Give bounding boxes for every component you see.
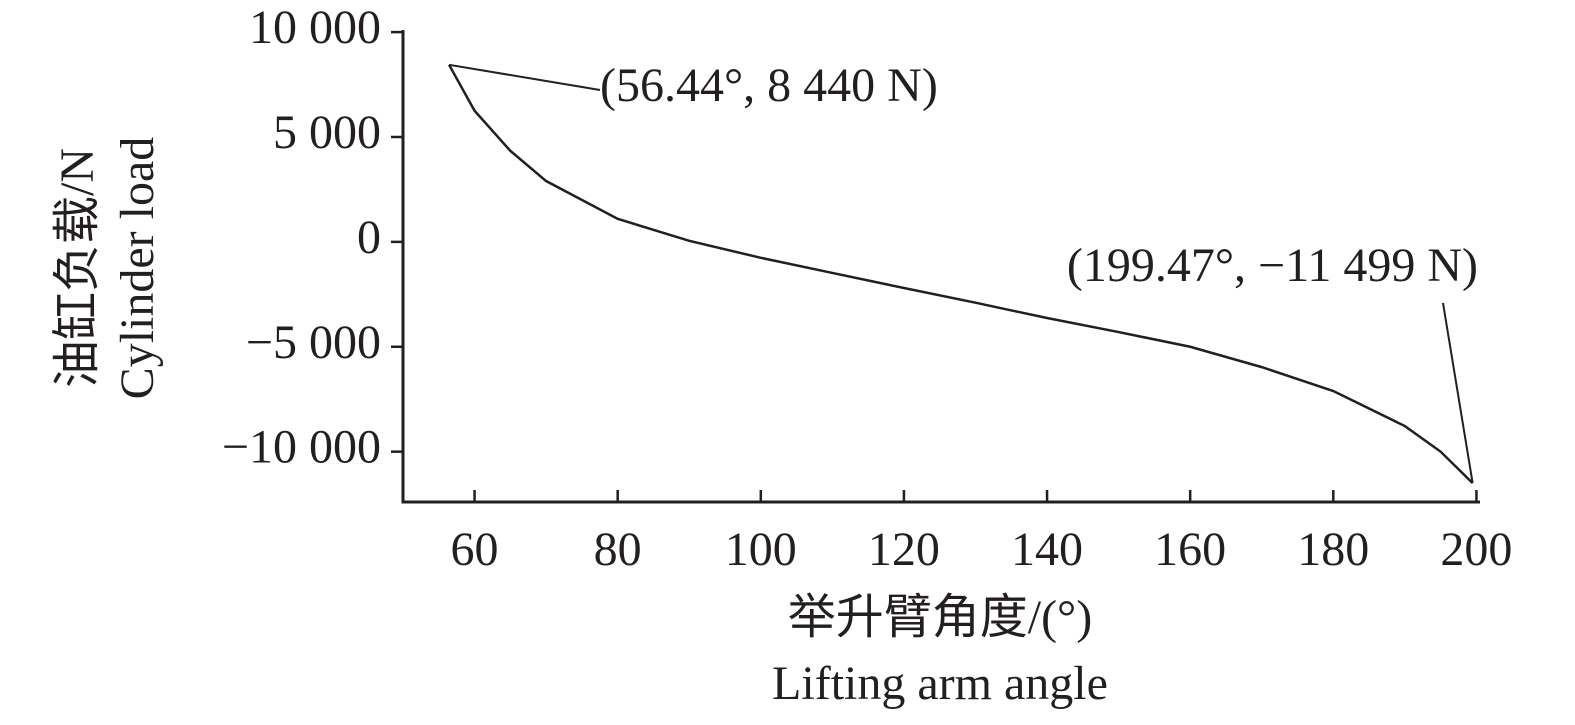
y-tick-label: 10 000 <box>249 1 381 54</box>
x-tick-label: 160 <box>1154 523 1226 576</box>
y-tick-label: −10 000 <box>222 421 381 474</box>
annotation-leader <box>1442 302 1474 484</box>
x-axis-label: 举升臂角度/(°) <box>788 591 1093 644</box>
x-axis-label: Lifting arm angle <box>772 657 1108 710</box>
y-axis-label: 油缸负载/N <box>51 148 104 388</box>
annotation: (56.44°, 8 440 N) <box>600 59 938 112</box>
annotation: (199.47°, −11 499 N) <box>1067 239 1478 292</box>
x-tick-label: 120 <box>868 523 940 576</box>
x-tick-label: 180 <box>1297 523 1369 576</box>
annotation-leader <box>448 63 601 91</box>
y-tick-label: 0 <box>357 211 381 264</box>
y-tick-label: 5 000 <box>273 106 381 159</box>
y-tick-label: −5 000 <box>246 316 381 369</box>
x-tick-label: 100 <box>725 523 797 576</box>
x-tick-label: 140 <box>1011 523 1083 576</box>
x-tick-label: 80 <box>594 523 642 576</box>
x-tick-label: 200 <box>1440 523 1512 576</box>
y-axis-label: Cylinder load <box>111 137 164 400</box>
line <box>447 64 1474 484</box>
x-tick-label: 60 <box>451 523 499 576</box>
